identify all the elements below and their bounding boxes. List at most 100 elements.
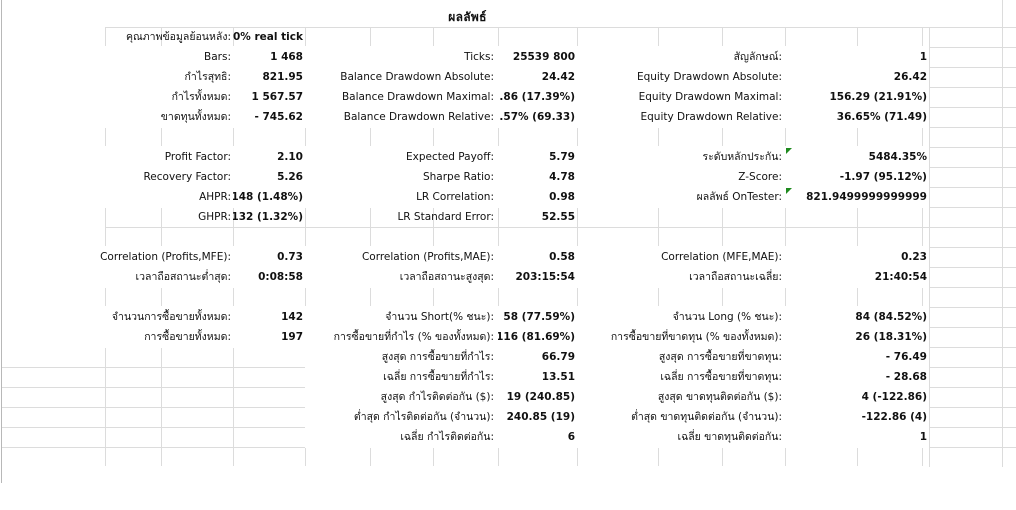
metric-value: 142 [281, 311, 303, 323]
metric-value: 36.65% (71.49) [836, 111, 927, 123]
metric-value: 0.73 [277, 251, 303, 263]
metric-value: 203:15:54 [515, 271, 575, 283]
metric-label: Balance Drawdown Maximal: [341, 91, 494, 103]
metric-label: ต่ำสุด กำไรติดต่อกัน (จำนวน): [353, 411, 494, 423]
metric-label: Equity Drawdown Absolute: [636, 71, 782, 83]
metric-value-cell[interactable]: 1 468 [233, 47, 303, 67]
metric-value-cell[interactable]: 148 (1.48%) [233, 187, 303, 207]
filled-cell-area [305, 346, 929, 448]
metric-value-cell[interactable]: 52.55 [498, 207, 575, 227]
metric-value: 5.26 [277, 171, 303, 183]
metric-label: Equity Drawdown Maximal: [638, 91, 782, 103]
metric-value-cell[interactable]: 156.29 (21.91%) [785, 87, 927, 107]
metric-value-cell[interactable]: 6 [498, 427, 575, 447]
metric-value-cell[interactable]: -122.86 (4) [785, 407, 927, 427]
metric-value: 66.79 [541, 351, 575, 363]
metric-label: เฉลี่ย กำไรติดต่อกัน: [400, 431, 494, 443]
metric-value-cell[interactable]: 5.79 [498, 147, 575, 167]
metric-value-cell[interactable]: 84 (84.52%) [785, 307, 927, 327]
metric-value-cell[interactable]: 203:15:54 [498, 267, 575, 287]
metric-value-cell[interactable]: 821.95 [233, 67, 303, 87]
metric-value-cell[interactable]: 1 [785, 427, 927, 447]
metric-value: 52.55 [541, 211, 575, 223]
metric-value: 84 (84.52%) [855, 311, 927, 323]
metric-value-cell[interactable]: 197 [233, 327, 303, 347]
metric-value-cell[interactable]: 21:40:54 [785, 267, 927, 287]
filled-cell-area [105, 306, 929, 348]
metric-value-cell[interactable]: .86 (17.39%) [498, 87, 575, 107]
metric-value-cell[interactable]: 36.65% (71.49) [785, 107, 927, 127]
metric-value: 197 [281, 331, 303, 343]
metric-value-cell[interactable]: 13.51 [498, 367, 575, 387]
metric-value-cell[interactable]: 5484.35% [785, 147, 927, 167]
metric-value-cell[interactable]: - 28.68 [785, 367, 927, 387]
comment-indicator-icon[interactable] [786, 188, 792, 194]
metric-value-cell[interactable]: 0.98 [498, 187, 575, 207]
metric-value: - 76.49 [885, 351, 927, 363]
metric-label: เฉลี่ย การซื้อขายที่กำไร: [383, 371, 494, 383]
metric-value-cell[interactable]: 66.79 [498, 347, 575, 367]
metric-value-cell[interactable]: 116 (81.69%) [498, 327, 575, 347]
metric-value: 821.9499999999999 [806, 191, 927, 203]
metric-value-cell[interactable]: 19 (240.85) [498, 387, 575, 407]
metric-value-cell[interactable]: 26.42 [785, 67, 927, 87]
metric-value: 4.78 [549, 171, 575, 183]
metric-value-cell[interactable]: 1 567.57 [233, 87, 303, 107]
metric-value-cell[interactable]: 1 [785, 47, 927, 67]
metric-value-cell[interactable]: 58 (77.59%) [498, 307, 575, 327]
metric-label: การซื้อขายที่ขาดทุน (% ของทั้งหมด): [610, 331, 782, 343]
spreadsheet-grid[interactable] [0, 0, 1016, 483]
metric-label: คุณภาพข้อมูลย้อนหลัง: [126, 31, 231, 43]
metric-value: 240.85 (19) [506, 411, 575, 423]
grid-row-line [2, 227, 1016, 228]
metric-value-cell[interactable]: 4 (-122.86) [785, 387, 927, 407]
metric-value: 5484.35% [868, 151, 927, 163]
metric-value-cell[interactable]: .57% (69.33) [498, 107, 575, 127]
metric-label: สูงสุด การซื้อขายที่ขาดทุน: [658, 351, 782, 363]
metric-label: Z-Score: [738, 171, 782, 183]
metric-label: สัญลักษณ์: [733, 51, 782, 63]
metric-value-cell[interactable]: 821.9499999999999 [785, 187, 927, 207]
metric-label: สูงสุด กำไรติดต่อกัน ($): [380, 391, 494, 403]
metric-value: 21:40:54 [874, 271, 927, 283]
comment-indicator-icon[interactable] [786, 148, 792, 154]
metric-value: 0.58 [549, 251, 575, 263]
metric-value-cell[interactable]: 0:08:58 [233, 267, 303, 287]
metric-label: Correlation (Profits,MAE): [361, 251, 494, 263]
metric-label: LR Correlation: [416, 191, 494, 203]
metric-value: 4 (-122.86) [861, 391, 927, 403]
metric-label: สูงสุด ขาดทุนติดต่อกัน ($): [657, 391, 782, 403]
metric-value-cell[interactable]: 26 (18.31%) [785, 327, 927, 347]
metric-value-cell[interactable]: 132 (1.32%) [233, 207, 303, 227]
metric-value-cell[interactable]: 25539 800 [498, 47, 575, 67]
metric-value-cell[interactable]: 0% real tick [233, 27, 303, 47]
metric-label: สูงสุด การซื้อขายที่กำไร: [381, 351, 494, 363]
metric-value-cell[interactable]: 0.58 [498, 247, 575, 267]
metric-label: Correlation (MFE,MAE): [661, 251, 782, 263]
metric-value: 1 567.57 [251, 91, 303, 103]
filled-cell-area [2, 0, 105, 348]
metric-label: ขาดทุนทั้งหมด: [160, 111, 231, 123]
metric-value-cell[interactable]: - 76.49 [785, 347, 927, 367]
metric-value: -1.97 (95.12%) [839, 171, 927, 183]
metric-label: ผลลัพธ์ OnTester: [696, 191, 782, 203]
metric-value: 5.79 [549, 151, 575, 163]
metric-value-cell[interactable]: - 745.62 [233, 107, 303, 127]
metric-value-cell[interactable]: -1.97 (95.12%) [785, 167, 927, 187]
metric-value-cell[interactable]: 0.73 [233, 247, 303, 267]
metric-value-cell[interactable]: 5.26 [233, 167, 303, 187]
metric-value-cell[interactable]: 24.42 [498, 67, 575, 87]
metric-value: - 745.62 [254, 111, 303, 123]
metric-value-cell[interactable]: 2.10 [233, 147, 303, 167]
metric-value-cell[interactable]: 240.85 (19) [498, 407, 575, 427]
metric-label: เฉลี่ย การซื้อขายที่ขาดทุน: [660, 371, 782, 383]
metric-value: 116 (81.69%) [498, 331, 575, 343]
metric-value-cell[interactable]: 142 [233, 307, 303, 327]
metric-value: 13.51 [541, 371, 575, 383]
metric-label: การซื้อขายทั้งหมด: [144, 331, 231, 343]
metric-value: 1 468 [270, 51, 303, 63]
metric-value-cell[interactable]: 0.23 [785, 247, 927, 267]
metric-value: 58 (77.59%) [503, 311, 575, 323]
metric-value-cell[interactable]: 4.78 [498, 167, 575, 187]
metric-value: 821.95 [262, 71, 303, 83]
